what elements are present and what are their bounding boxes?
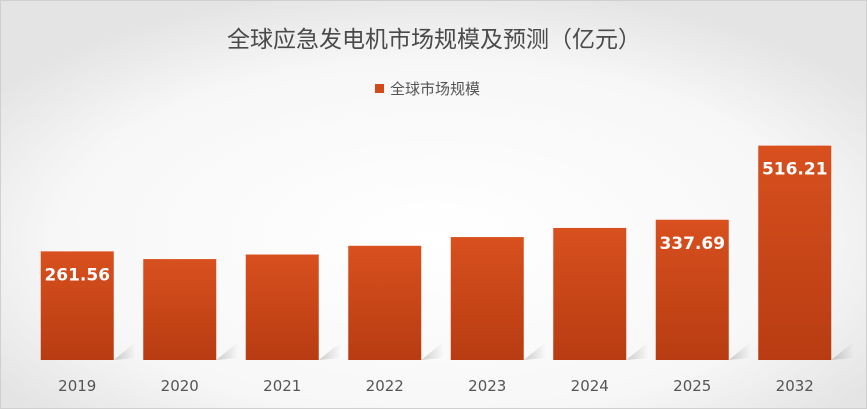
bar-shadow-2019 xyxy=(113,342,136,360)
x-tick-label-2021: 2021 xyxy=(263,377,301,395)
legend: 全球市场规模 xyxy=(375,80,480,98)
bar-2025 xyxy=(655,219,729,360)
bar-shadow-2032 xyxy=(831,342,854,360)
legend-label: 全球市场规模 xyxy=(390,80,480,98)
bar-2021 xyxy=(245,254,319,360)
x-tick-label-2032: 2032 xyxy=(776,377,814,395)
x-tick-label-2020: 2020 xyxy=(161,377,199,395)
bar-2032 xyxy=(758,145,832,360)
x-axis-tick-labels: 2019 2020 2021 2022 2023 2024 2025 2032 xyxy=(58,377,814,395)
bar-2024 xyxy=(553,227,627,360)
data-labels-group: 261.56 337.69 516.21 xyxy=(44,160,827,286)
bar-shadow-2021 xyxy=(318,342,341,360)
data-label-2019: 261.56 xyxy=(44,265,110,285)
bar-shadow-2020 xyxy=(216,342,239,360)
x-tick-label-2022: 2022 xyxy=(366,377,404,395)
bar-2022 xyxy=(348,245,422,360)
bar-shadow-2024 xyxy=(626,342,649,360)
bar-shadows xyxy=(113,342,854,360)
chart-title: 全球应急发电机市场规模及预测（亿元） xyxy=(227,27,641,53)
bars-group xyxy=(40,145,832,360)
data-label-2032: 516.21 xyxy=(762,160,828,180)
x-tick-label-2024: 2024 xyxy=(571,377,609,395)
x-tick-label-2025: 2025 xyxy=(673,377,711,395)
bar-shadow-2022 xyxy=(421,342,444,360)
x-tick-label-2019: 2019 xyxy=(58,377,96,395)
legend-swatch xyxy=(375,84,384,93)
bar-2023 xyxy=(450,237,524,360)
data-label-2025: 337.69 xyxy=(659,234,725,254)
bar-2020 xyxy=(143,259,217,360)
x-tick-label-2023: 2023 xyxy=(468,377,506,395)
bar-shadow-2025 xyxy=(728,342,751,360)
bar-2019 xyxy=(40,251,114,360)
bar-shadow-2023 xyxy=(523,342,546,360)
